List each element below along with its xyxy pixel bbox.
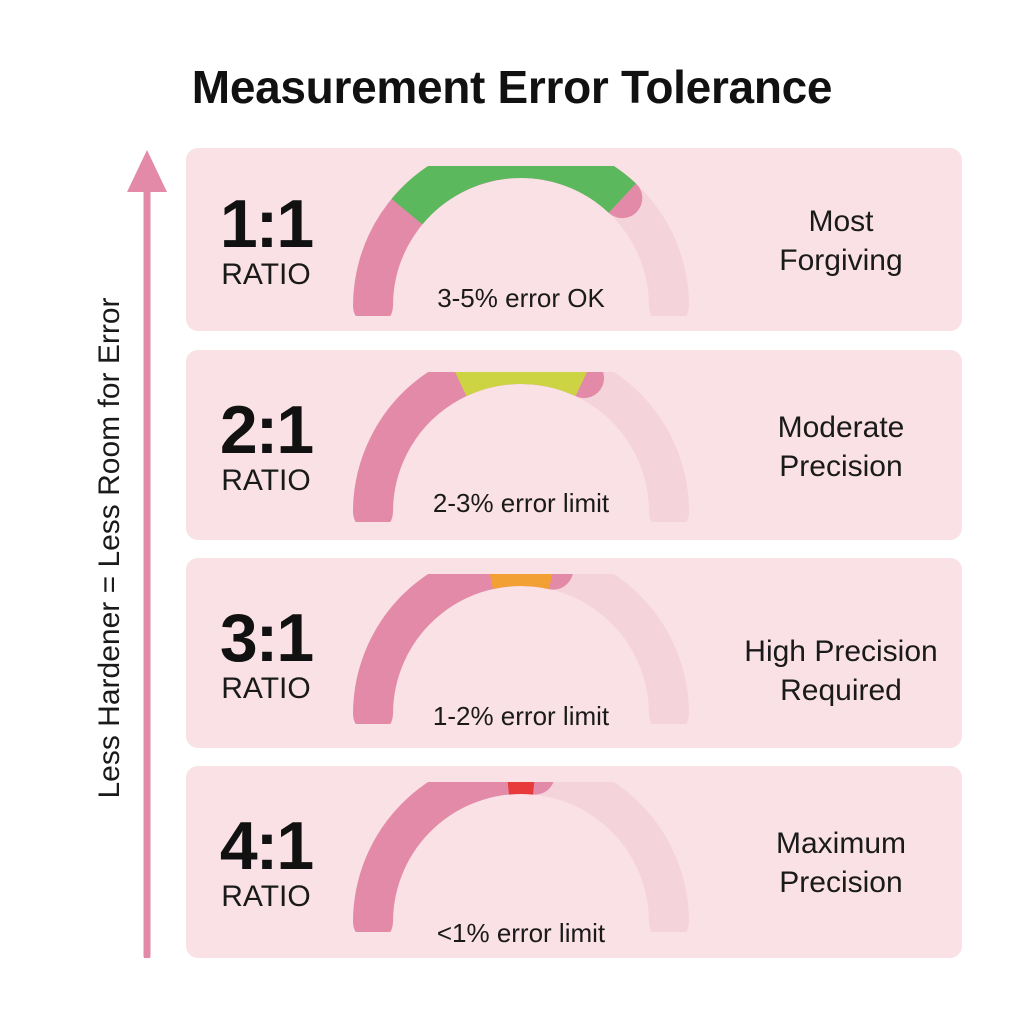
ratio-block: 3:1 RATIO (216, 604, 316, 705)
ratio-word: RATIO (221, 880, 311, 913)
tolerance-gauge (353, 372, 689, 522)
precision-description: Moderate Precision (726, 408, 956, 486)
ratio-block: 2:1 RATIO (216, 396, 316, 497)
ratio-card-4-1: 4:1 RATIO <1% error limit Maximum Precis… (186, 766, 962, 958)
gauge-remaining-arc (488, 782, 689, 932)
up-arrow-icon (127, 150, 167, 958)
ratio-value: 1:1 (219, 186, 314, 262)
tolerance-label: 3-5% error OK (437, 283, 605, 313)
ratio-value: 3:1 (219, 600, 314, 676)
description-line: Most (808, 205, 874, 238)
tolerance-label: 1-2% error limit (432, 701, 610, 731)
tolerance-label: <1% error limit (436, 918, 606, 948)
precision-axis (90, 148, 200, 958)
tolerance-zone-arc (391, 166, 636, 225)
description-line: Maximum (775, 827, 906, 860)
tolerance-gauge (353, 782, 689, 932)
gauge-filled-arc (353, 574, 573, 724)
precision-description: Maximum Precision (726, 824, 956, 902)
page-title: Measurement Error Tolerance (191, 61, 833, 113)
ratio-card-2-1: 2:1 RATIO 2-3% error limit Moderate Prec… (186, 350, 962, 540)
gauge-filled-arc (353, 372, 605, 522)
tolerance-label: 2-3% error limit (432, 488, 610, 518)
precision-description: High Precision Required (726, 632, 956, 710)
ratio-word: RATIO (221, 672, 311, 705)
precision-description: Most Forgiving (726, 202, 956, 280)
axis-label: Less Hardener = Less Room for Error (93, 297, 126, 799)
ratio-block: 1:1 RATIO (216, 190, 316, 291)
description-line: High Precision (744, 635, 938, 668)
ratio-word: RATIO (221, 464, 311, 497)
gauge-filled-arc (353, 782, 554, 932)
tolerance-gauge (353, 574, 689, 724)
ratio-card-3-1: 3:1 RATIO 1-2% error limit High Precisio… (186, 558, 962, 748)
ratio-card-1-1: 1:1 RATIO 3-5% error OK Most Forgiving (186, 148, 962, 331)
description-line: Moderate (777, 411, 905, 444)
tolerance-zone-arc (455, 372, 587, 397)
ratio-word: RATIO (221, 258, 311, 291)
tolerance-gauge (353, 166, 689, 316)
description-line: Precision (779, 866, 903, 899)
description-line: Precision (779, 450, 903, 483)
description-line: Forgiving (779, 244, 903, 277)
ratio-value: 2:1 (219, 392, 314, 468)
ratio-block: 4:1 RATIO (216, 812, 316, 913)
gauge-remaining-arc (469, 574, 689, 724)
description-line: Required (780, 674, 902, 707)
ratio-value: 4:1 (219, 808, 314, 884)
